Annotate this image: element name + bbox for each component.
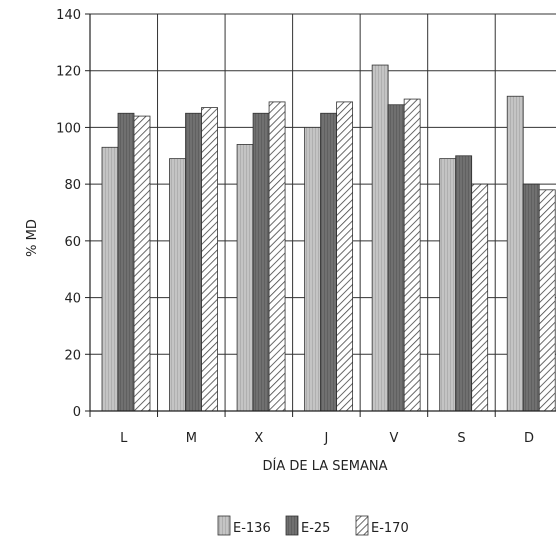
legend-swatch-e-170 bbox=[355, 515, 369, 536]
bar-e-170-s bbox=[471, 183, 489, 412]
legend: E-136 E-25 E-170 bbox=[217, 515, 409, 536]
bar-e-136-m bbox=[169, 158, 186, 412]
y-tick-label: 0 bbox=[73, 405, 81, 420]
y-tick-label: 40 bbox=[64, 292, 81, 307]
x-axis-title: DÍA DE LA SEMANA bbox=[263, 458, 388, 474]
bar-e-25-x bbox=[252, 112, 270, 412]
bar-e-25-s bbox=[455, 155, 473, 412]
x-tick-label: D bbox=[524, 431, 534, 446]
y-tick-label: 60 bbox=[64, 235, 81, 250]
axis-layer: 0 20 40 60 80 100 120 140 L M X J V S D bbox=[56, 8, 556, 446]
bar-e-25-m bbox=[185, 112, 202, 412]
legend-label-e-136: E-136 bbox=[233, 521, 271, 536]
bar-e-25-v bbox=[387, 104, 405, 412]
legend-label-e-170: E-170 bbox=[371, 521, 409, 536]
bar-e-25-j bbox=[320, 112, 338, 412]
y-tick-label: 140 bbox=[56, 8, 81, 23]
bar-e-25-d bbox=[522, 183, 540, 412]
bar-e-170-v bbox=[403, 98, 421, 412]
x-tick-label: S bbox=[457, 431, 465, 446]
y-axis-title: % MD bbox=[25, 219, 40, 257]
bar-e-170-m bbox=[201, 107, 218, 412]
bar-e-136-d bbox=[506, 95, 524, 412]
bar-e-136-x bbox=[236, 144, 254, 412]
y-tick-label: 80 bbox=[64, 178, 81, 193]
bar-e-170-x bbox=[268, 101, 286, 412]
bar-e-170-l bbox=[133, 115, 151, 412]
y-tick-label: 100 bbox=[56, 121, 81, 136]
bar-e-136-v bbox=[371, 64, 389, 412]
x-tick-label: V bbox=[389, 431, 398, 446]
y-tick-label: 20 bbox=[64, 348, 81, 363]
x-tick-label: L bbox=[120, 431, 128, 446]
bar-e-136-s bbox=[439, 158, 457, 412]
y-tick-label: 120 bbox=[56, 65, 81, 80]
x-tick-label: X bbox=[254, 431, 263, 446]
bar-e-170-j bbox=[336, 101, 354, 412]
legend-swatch-e-136 bbox=[217, 515, 231, 536]
bar-e-136-l bbox=[101, 146, 119, 412]
bar-e-25-l bbox=[117, 112, 135, 412]
bar-e-170-d bbox=[538, 189, 556, 412]
bar-e-136-j bbox=[304, 127, 322, 412]
x-tick-label: M bbox=[186, 431, 197, 446]
legend-label-e-25: E-25 bbox=[301, 521, 330, 536]
x-tick-label: J bbox=[323, 431, 328, 446]
legend-swatch-e-25 bbox=[285, 515, 299, 536]
bars-layer bbox=[101, 64, 556, 412]
